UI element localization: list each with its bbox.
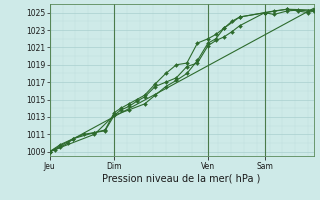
X-axis label: Pression niveau de la mer( hPa ): Pression niveau de la mer( hPa )	[102, 173, 261, 183]
